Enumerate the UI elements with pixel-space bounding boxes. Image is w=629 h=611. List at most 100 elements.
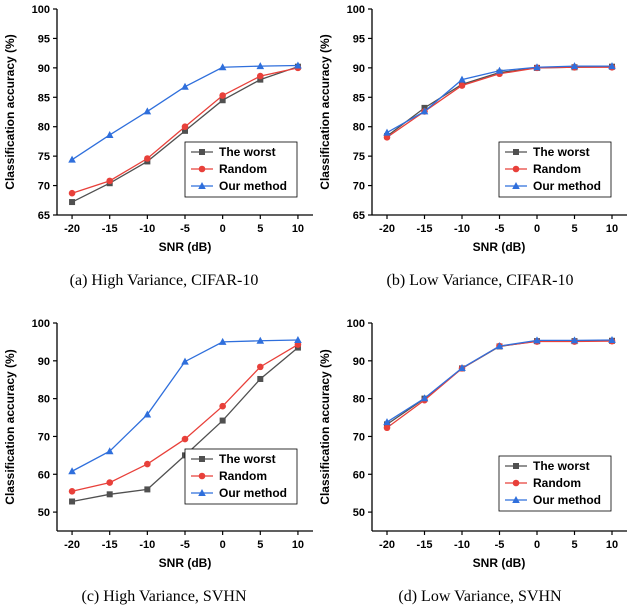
data-point-circle [69,488,76,495]
y-tick-label: 80 [38,394,50,406]
x-tick-label: 0 [534,223,540,235]
data-point-circle [199,166,206,173]
y-tick-label: 95 [353,33,365,45]
y-tick-label: 100 [347,318,365,330]
legend-label: The worst [533,145,590,159]
x-axis-label: SNR (dB) [473,240,526,254]
panel-caption: (c) High Variance, SVHN [82,588,247,605]
y-axis-label: Classification accuracy (%) [318,34,332,189]
legend-label: Our method [219,486,287,500]
data-point-circle [219,92,226,99]
y-tick-label: 95 [38,33,50,45]
chart-panel-3: 50 60 70 80 90 100 -20 -15 -10 -5 0 5 10 SNR (dB) Clas… [3,318,313,605]
x-axis-label: SNR (dB) [159,240,212,254]
data-point-triangle [181,358,189,365]
chart-panel-1: 65 70 75 80 85 90 95 100 -20 -15 -10 -5 0 5 10 SNR (dB)… [3,4,313,289]
data-point-circle [219,403,226,410]
x-tick-label: 10 [292,223,304,235]
data-point-circle [257,73,264,80]
x-tick-label: -20 [64,539,80,551]
data-point-triangle [68,156,76,163]
x-tick-label: -10 [139,223,155,235]
chart-panel-4: 50 60 70 80 90 100 -20 -15 -10 -5 0 5 10 SNR (dB) Clas… [318,318,627,605]
data-point-circle [182,436,189,443]
data-point-circle [69,190,76,197]
y-axis-label: Classification accuracy (%) [3,34,17,189]
x-tick-label: 10 [606,223,618,235]
x-tick-label: 10 [606,539,618,551]
panel-caption: (b) Low Variance, CIFAR-10 [387,272,574,289]
x-tick-label: -10 [139,539,155,551]
x-tick-label: -20 [379,539,395,551]
data-point-circle [199,473,206,480]
y-tick-label: 65 [353,210,365,222]
x-tick-label: -5 [180,223,190,235]
y-tick-label: 65 [38,210,50,222]
data-point-circle [106,479,113,486]
data-point-triangle [106,131,114,138]
data-point-triangle [181,83,189,90]
y-tick-label: 50 [353,507,365,519]
data-point-square [257,376,263,382]
data-point-square [513,463,519,469]
y-tick-label: 70 [353,431,365,443]
y-tick-label: 90 [38,63,50,75]
data-point-circle [384,424,391,431]
y-tick-label: 75 [353,151,365,163]
legend-label: The worst [219,452,276,466]
y-tick-label: 90 [38,356,50,368]
y-tick-label: 90 [353,63,365,75]
series-line-random [387,67,612,137]
data-point-square [199,149,205,155]
data-point-circle [144,461,151,468]
data-point-square [199,456,205,462]
y-tick-label: 70 [38,431,50,443]
x-tick-label: 5 [571,223,577,235]
y-axis-label: Classification accuracy (%) [3,349,17,504]
data-point-circle [513,166,520,173]
data-point-circle [144,155,151,162]
data-point-square [107,491,113,497]
legend-label: Our method [533,179,601,193]
y-tick-label: 70 [38,181,50,193]
legend-label: Random [219,469,267,483]
x-tick-label: -10 [454,223,470,235]
x-tick-label: -10 [454,539,470,551]
x-tick-label: 5 [571,539,577,551]
x-tick-label: -5 [180,539,190,551]
legend-label: Our method [533,493,601,507]
x-tick-label: -5 [495,223,505,235]
data-point-triangle [383,129,391,136]
x-tick-label: -15 [102,539,118,551]
data-point-square [69,499,75,505]
data-point-circle [459,82,466,89]
x-tick-label: -15 [417,539,433,551]
y-tick-label: 60 [353,469,365,481]
y-tick-label: 100 [32,4,50,16]
legend-label: Random [219,162,267,176]
y-tick-label: 85 [353,92,365,104]
y-tick-label: 80 [353,122,365,134]
y-tick-label: 100 [32,318,50,330]
legend-label: Random [533,476,581,490]
data-point-circle [182,123,189,130]
legend-label: The worst [219,145,276,159]
y-axis-label: Classification accuracy (%) [318,349,332,504]
y-tick-label: 60 [38,469,50,481]
x-tick-label: 10 [292,539,304,551]
x-tick-label: -15 [417,223,433,235]
chart-panel-2: 65 70 75 80 85 90 95 100 -20 -15 -10 -5 0 5 10 SNR (dB)… [318,4,627,289]
x-tick-label: 0 [220,539,226,551]
y-tick-label: 85 [38,92,50,104]
data-point-circle [513,480,520,487]
x-tick-label: 5 [257,223,263,235]
x-axis-label: SNR (dB) [159,556,212,570]
data-point-circle [257,364,264,371]
panel-caption: (a) High Variance, CIFAR-10 [70,272,259,289]
y-tick-label: 80 [353,394,365,406]
data-point-square [513,149,519,155]
x-tick-label: 0 [534,539,540,551]
series-line-our-method [387,340,612,422]
legend-label: Our method [219,179,287,193]
